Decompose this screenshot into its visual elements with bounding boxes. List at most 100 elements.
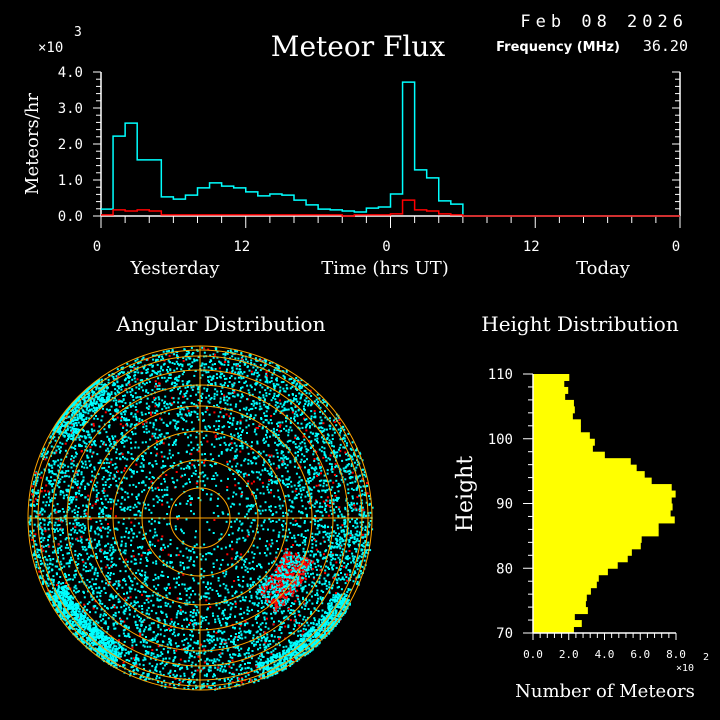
meteor-point: [330, 545, 333, 548]
meteor-point: [78, 553, 81, 555]
meteor-point: [227, 638, 230, 641]
meteor-point: [43, 489, 46, 492]
meteor-point: [57, 519, 60, 522]
meteor-point: [135, 572, 138, 574]
meteor-point: [132, 404, 135, 407]
meteor-point: [209, 398, 212, 401]
meteor-point: [319, 551, 322, 554]
meteor-point: [253, 480, 255, 483]
meteor-point: [196, 412, 199, 415]
meteor-point: [262, 485, 265, 488]
meteor-point: [270, 399, 273, 402]
meteor-point: [304, 530, 307, 532]
meteor-point: [329, 553, 332, 556]
meteor-point: [229, 422, 232, 424]
meteor-point: [293, 534, 296, 537]
meteor-point: [303, 520, 306, 523]
meteor-point: [336, 451, 339, 454]
meteor-point: [219, 637, 222, 640]
meteor-point: [341, 576, 344, 579]
meteor-point: [123, 476, 126, 479]
meteor-point: [266, 431, 269, 434]
meteor-point: [233, 653, 236, 656]
meteor-point: [272, 653, 275, 656]
meteor-point: [203, 461, 205, 464]
meteor-point: [282, 646, 285, 649]
meteor-point: [307, 471, 310, 474]
meteor-point: [144, 571, 147, 574]
meteor-point: [279, 425, 281, 428]
meteor-point: [368, 523, 371, 526]
meteor-point: [161, 399, 164, 402]
meteor-point: [76, 514, 79, 516]
meteor-point: [334, 573, 337, 576]
meteor-point: [208, 635, 211, 638]
flux-chart: 0.01.02.03.04.00 12 0 12 0: [58, 65, 681, 255]
meteor-point: [234, 350, 237, 352]
meteor-point: [275, 401, 278, 404]
meteor-point: [254, 643, 257, 646]
meteor-point: [244, 560, 247, 563]
meteor-point: [81, 580, 84, 583]
meteor-point: [225, 624, 228, 626]
meteor-point: [355, 539, 358, 542]
meteor-point: [227, 647, 230, 650]
meteor-point: [314, 466, 317, 469]
meteor-point: [243, 611, 246, 614]
meteor-point: [155, 612, 158, 615]
meteor-point: [331, 542, 334, 544]
meteor-point: [332, 610, 335, 613]
meteor-point: [218, 425, 220, 428]
meteor-point: [339, 468, 342, 471]
meteor-point: [176, 645, 179, 648]
meteor-point: [100, 378, 103, 381]
flux-series-line-1: [101, 199, 680, 217]
meteor-point: [258, 575, 261, 578]
meteor-point: [169, 421, 172, 424]
meteor-point: [195, 623, 198, 626]
meteor-point: [175, 577, 178, 580]
meteor-point: [123, 509, 126, 512]
meteor-point: [136, 470, 139, 473]
meteor-point: [57, 482, 60, 484]
meteor-point: [197, 386, 200, 389]
meteor-point: [322, 485, 325, 488]
meteor-point: [197, 450, 200, 453]
meteor-point: [304, 507, 307, 510]
meteor-point: [102, 526, 105, 529]
meteor-point: [277, 548, 279, 550]
meteor-point: [142, 455, 144, 458]
meteor-point: [67, 490, 70, 493]
meteor-point: [196, 480, 199, 483]
meteor-point: [262, 670, 265, 673]
meteor-point: [209, 375, 212, 378]
meteor-point: [233, 363, 235, 366]
meteor-point: [59, 462, 62, 465]
meteor-point: [371, 506, 374, 509]
meteor-point: [112, 548, 115, 551]
meteor-point: [62, 582, 65, 584]
meteor-point: [97, 403, 100, 406]
meteor-point: [177, 376, 180, 379]
meteor-point: [328, 591, 331, 594]
meteor-point: [157, 577, 160, 580]
meteor-point: [88, 405, 90, 408]
meteor-point: [269, 435, 271, 438]
meteor-point: [213, 658, 216, 661]
meteor-point: [223, 678, 226, 681]
meteor-point: [173, 652, 176, 654]
meteor-point: [321, 514, 324, 517]
meteor-point: [141, 457, 144, 460]
meteor-point: [44, 580, 47, 583]
meteor-point: [232, 639, 235, 641]
meteor-point: [75, 505, 77, 508]
meteor-point: [186, 352, 189, 355]
meteor-point: [206, 662, 208, 665]
meteor-point: [209, 464, 212, 466]
meteor-point: [264, 405, 267, 408]
meteor-point: [165, 589, 167, 592]
meteor-point: [28, 521, 31, 524]
meteor-point: [166, 489, 169, 492]
meteor-point: [305, 480, 308, 483]
meteor-point: [334, 553, 337, 556]
